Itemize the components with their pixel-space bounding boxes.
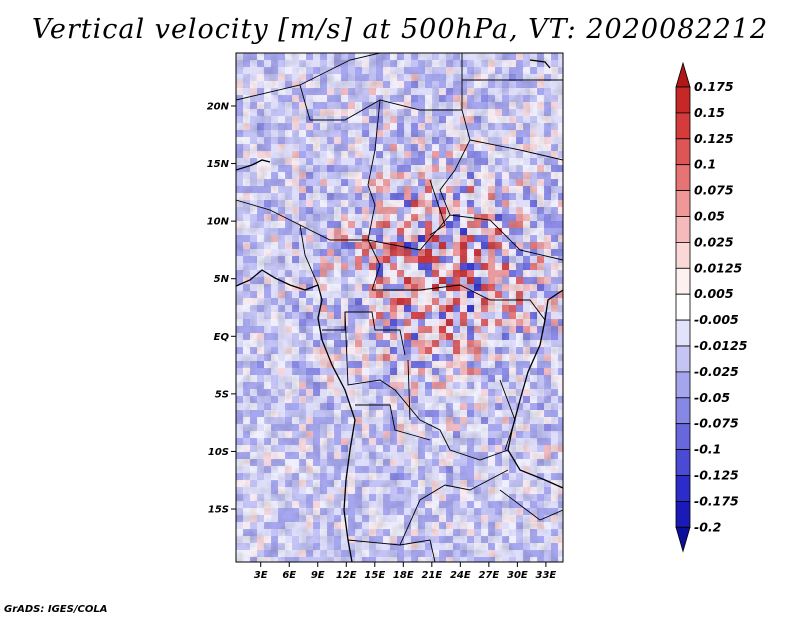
map-title: Vertical velocity [m/s] at 500hPa, VT: 2… [31, 14, 769, 45]
colorbar-swatch [675, 500, 691, 528]
colorbar-swatch [675, 216, 691, 243]
lat-tick-label: 5S [215, 389, 229, 400]
colorbar-label: -0.2 [694, 519, 721, 534]
colorbar-swatch [675, 138, 691, 166]
colorbar-swatch [675, 371, 691, 399]
colorbar-label: 0.175 [694, 79, 734, 94]
colorbar-label: -0.175 [694, 493, 739, 508]
colorbar-label: -0.025 [694, 364, 739, 379]
lat-tick-label: 20N [207, 101, 230, 112]
colorbar-swatch [675, 345, 691, 373]
colorbar-label: -0.0125 [694, 338, 748, 353]
colorbar-swatch [675, 319, 691, 347]
lat-tick-label: 15N [207, 159, 230, 170]
coastlines [236, 59, 563, 562]
colorbar-label: -0.1 [694, 442, 721, 457]
colorbar-label: -0.005 [694, 312, 739, 327]
lat-tick-label: 5N [214, 274, 230, 285]
colorbar-swatch [675, 86, 691, 114]
lon-tick-label: 33E [536, 570, 557, 581]
lon-tick-label: 3E [254, 570, 268, 581]
latitude-axis: 20N 15N 10N 5N EQ 5S 10S 15S [207, 101, 236, 516]
colorbar-top-arrow [675, 61, 691, 88]
colorbar-swatch [675, 397, 691, 425]
lat-tick-label: 10S [208, 447, 229, 458]
lon-tick-label: 21E [421, 570, 442, 581]
lon-tick-label: 24E [450, 570, 471, 581]
colorbar-swatch [675, 475, 691, 502]
colorbar-swatch [675, 267, 691, 295]
longitude-axis: 3E 6E 9E 12E 15E 18E 21E 24E 27E 30E 33E [254, 562, 557, 581]
lon-tick-label: 9E [311, 570, 325, 581]
country-borders [236, 53, 563, 562]
lon-tick-label: 30E [507, 570, 528, 581]
colorbar-label: 0.05 [694, 209, 725, 224]
colorbar-swatch [675, 112, 691, 140]
grads-credit: GrADS: IGES/COLA [4, 604, 108, 615]
colorbar-bottom-arrow [675, 526, 691, 553]
lat-tick-label: 15S [208, 505, 229, 516]
plot-frame [235, 52, 564, 563]
colorbar-label: 0.005 [694, 286, 734, 301]
colorbar-swatch [675, 449, 691, 476]
lat-tick-label: EQ [214, 332, 230, 343]
lon-tick-label: 12E [336, 570, 357, 581]
colorbar-label: 0.025 [694, 234, 734, 249]
colorbar-label: 0.075 [694, 183, 734, 198]
lon-tick-label: 18E [393, 570, 414, 581]
colorbar-swatch [675, 164, 691, 191]
colorbar-swatch [675, 241, 691, 269]
colorbar: 0.175 0.15 0.125 0.1 0.075 0.05 0.025 0.0125 0.0… [675, 61, 748, 553]
colorbar-label: -0.05 [694, 390, 730, 405]
lon-tick-label: 6E [282, 570, 296, 581]
colorbar-label: -0.075 [694, 416, 739, 431]
lon-tick-label: 27E [478, 570, 499, 581]
colorbar-swatch [675, 190, 691, 217]
colorbar-label: 0.1 [694, 157, 716, 172]
colorbar-label: 0.125 [694, 131, 734, 146]
colorbar-label: -0.125 [694, 468, 739, 483]
plot-area [236, 53, 563, 562]
colorbar-swatch [675, 293, 691, 321]
lon-tick-label: 15E [364, 570, 385, 581]
lat-tick-label: 10N [207, 217, 230, 228]
colorbar-label: 0.0125 [694, 260, 743, 275]
colorbar-swatch [675, 423, 691, 451]
colorbar-label: 0.15 [694, 105, 725, 120]
